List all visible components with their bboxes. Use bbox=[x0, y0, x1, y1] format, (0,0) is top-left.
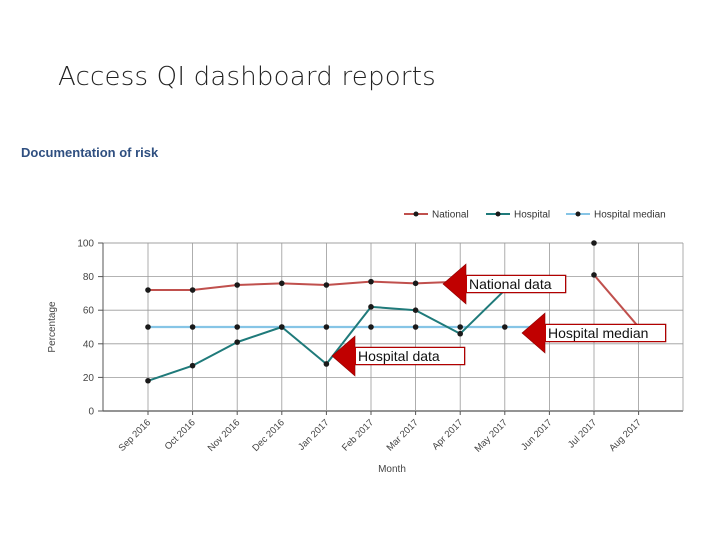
y-tick-label: 20 bbox=[83, 373, 95, 384]
x-tick-label: Aug 2017 bbox=[607, 417, 644, 454]
data-point bbox=[279, 280, 285, 287]
data-point bbox=[323, 324, 330, 330]
data-point bbox=[279, 324, 285, 330]
data-point bbox=[234, 282, 240, 288]
legend-label: Hospital bbox=[514, 210, 550, 221]
data-point bbox=[368, 304, 374, 310]
legend-marker bbox=[495, 211, 501, 217]
chart-heading: Documentation of risk bbox=[21, 145, 159, 160]
data-point bbox=[145, 377, 151, 384]
callout-box bbox=[467, 276, 565, 292]
legend-marker bbox=[575, 211, 581, 217]
y-tick-label: 40 bbox=[83, 339, 95, 350]
data-point bbox=[591, 272, 597, 278]
x-tick-label: Mar 2017 bbox=[385, 417, 421, 453]
callout-box bbox=[356, 348, 464, 364]
data-point bbox=[502, 324, 508, 330]
slide-title: Access QI dashboard reports bbox=[58, 62, 436, 92]
x-axis-title: Month bbox=[378, 464, 406, 475]
data-point bbox=[368, 278, 374, 285]
data-point bbox=[189, 287, 196, 293]
x-tick-label: Dec 2016 bbox=[250, 417, 287, 454]
data-point bbox=[412, 280, 419, 287]
series-line-national bbox=[593, 274, 640, 328]
x-tick-label: Jan 2017 bbox=[296, 417, 331, 452]
data-point bbox=[145, 287, 151, 293]
data-point bbox=[457, 330, 464, 337]
callout-label: National data bbox=[469, 276, 552, 292]
data-point bbox=[323, 282, 330, 288]
legend-label: National bbox=[432, 210, 469, 221]
y-tick-label: 60 bbox=[83, 306, 95, 317]
legend: National Hospital Hospital median bbox=[404, 210, 666, 221]
legend-marker bbox=[413, 211, 419, 217]
axes: 0 20 40 60 80 100 Sep 2016 Oct 2016 Nov 2016 Dec … bbox=[77, 239, 643, 455]
y-tick-label: 0 bbox=[88, 407, 94, 418]
legend-label: Hospital median bbox=[594, 210, 666, 221]
data-point bbox=[368, 324, 374, 330]
callout-label: Hospital median bbox=[548, 325, 648, 341]
x-tick-label: Feb 2017 bbox=[340, 417, 376, 453]
x-tick-label: Jun 2017 bbox=[519, 417, 554, 452]
series-line-national bbox=[148, 280, 461, 292]
data-point bbox=[412, 307, 419, 314]
x-tick-label: Apr 2017 bbox=[430, 417, 465, 452]
x-tick-label: Sep 2016 bbox=[117, 417, 154, 454]
data-point bbox=[145, 324, 151, 330]
y-axis-title: Percentage bbox=[47, 301, 58, 353]
data-point bbox=[189, 324, 196, 330]
data-point bbox=[234, 324, 240, 330]
data-point bbox=[323, 361, 330, 367]
callouts: National data Hospital median Hospital dat… bbox=[331, 263, 667, 377]
x-tick-label: May 2017 bbox=[473, 417, 510, 454]
callout-box bbox=[546, 325, 665, 341]
data-point bbox=[412, 324, 419, 330]
y-tick-label: 100 bbox=[77, 239, 94, 250]
callout-label: Hospital data bbox=[358, 348, 440, 364]
x-tick-label: Nov 2016 bbox=[206, 417, 243, 454]
data-point bbox=[457, 324, 464, 330]
y-tick-label: 80 bbox=[83, 272, 95, 283]
x-tick-label: Oct 2016 bbox=[163, 417, 198, 452]
data-point bbox=[189, 362, 196, 369]
x-tick-label: Jul 2017 bbox=[566, 417, 599, 450]
data-point bbox=[591, 240, 597, 246]
data-point bbox=[234, 339, 240, 345]
